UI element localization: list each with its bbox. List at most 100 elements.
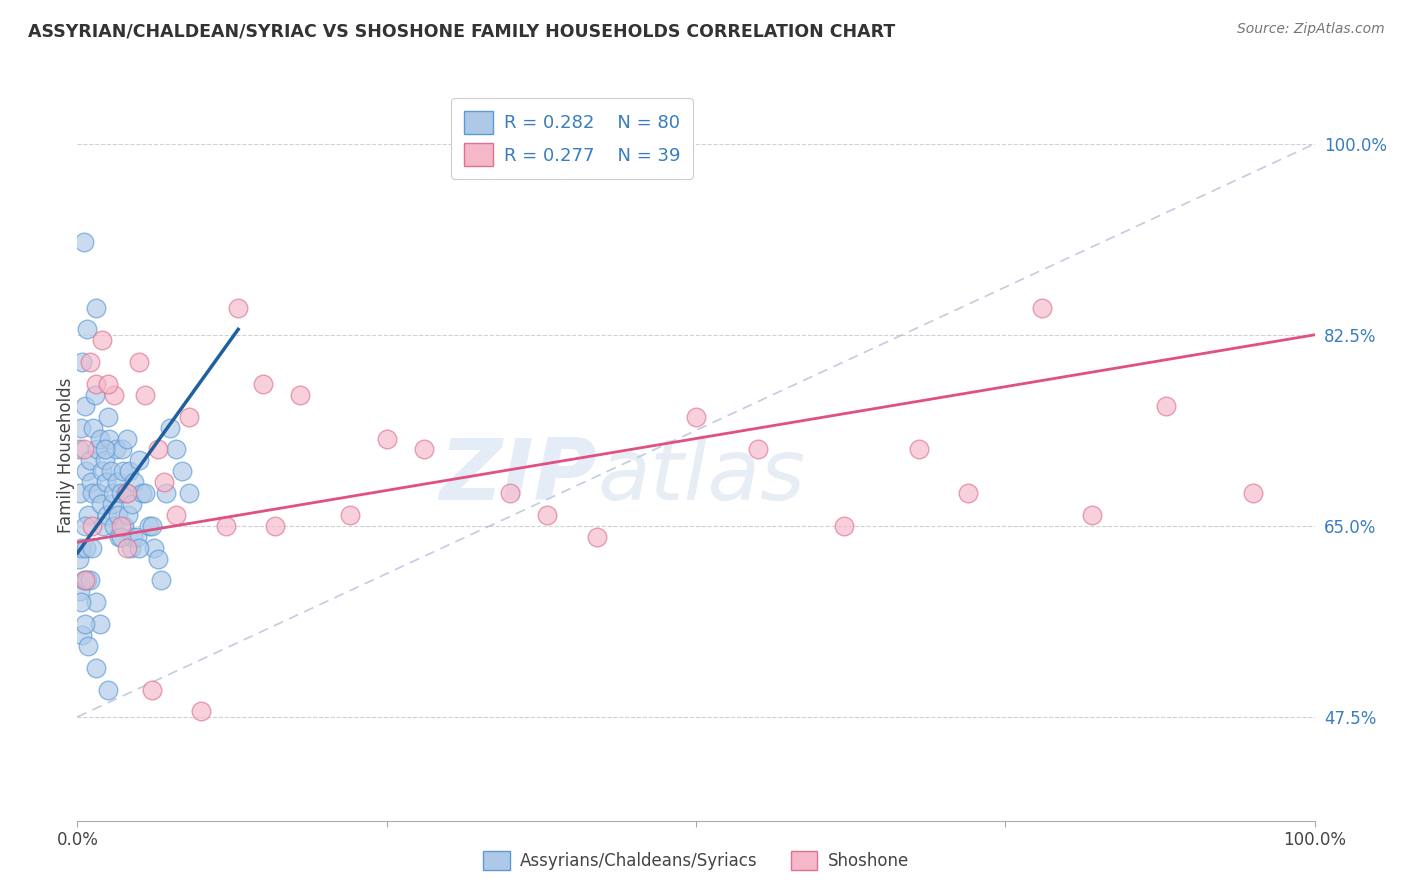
Point: [159, 420, 181, 434]
Point: [83, 388, 105, 402]
Point: [89, 432, 111, 446]
Legend: Assyrians/Chaldeans/Syriacs, Shoshone: Assyrians/Chaldeans/Syriacs, Shoshone: [475, 842, 917, 878]
Point: [215, 519, 238, 533]
Point: [1154, 399, 1177, 413]
Point: [101, 497, 124, 511]
Point: [747, 442, 769, 457]
Point: [150, 574, 173, 588]
Point: [226, 301, 249, 315]
Text: atlas: atlas: [598, 435, 806, 518]
Point: [118, 464, 141, 478]
Point: [93, 453, 115, 467]
Point: [72, 628, 94, 642]
Point: [84, 661, 107, 675]
Point: [375, 432, 398, 446]
Point: [97, 409, 120, 424]
Point: [80, 475, 103, 490]
Point: [165, 442, 187, 457]
Point: [87, 486, 110, 500]
Point: [134, 486, 156, 500]
Point: [70, 541, 93, 555]
Point: [76, 322, 98, 336]
Point: [84, 301, 107, 315]
Point: [122, 475, 145, 490]
Point: [67, 442, 90, 457]
Point: [100, 464, 122, 478]
Point: [141, 682, 163, 697]
Point: [107, 508, 129, 522]
Point: [155, 486, 177, 500]
Point: [91, 333, 114, 347]
Point: [108, 530, 131, 544]
Point: [73, 399, 96, 413]
Point: [96, 508, 118, 522]
Point: [69, 486, 91, 500]
Point: [115, 486, 138, 500]
Point: [131, 486, 153, 500]
Point: [91, 519, 114, 533]
Point: [138, 519, 160, 533]
Point: [115, 432, 138, 446]
Point: [907, 442, 929, 457]
Point: [84, 595, 107, 609]
Point: [153, 475, 176, 490]
Point: [499, 486, 522, 500]
Y-axis label: Family Households: Family Households: [58, 377, 75, 533]
Point: [105, 475, 128, 490]
Point: [957, 486, 980, 500]
Point: [82, 420, 104, 434]
Point: [146, 442, 169, 457]
Point: [128, 541, 150, 555]
Point: [103, 519, 125, 533]
Point: [72, 235, 94, 249]
Point: [93, 442, 115, 457]
Point: [172, 464, 194, 478]
Point: [412, 442, 434, 457]
Point: [146, 551, 169, 566]
Point: [141, 519, 163, 533]
Text: Source: ZipAtlas.com: Source: ZipAtlas.com: [1237, 22, 1385, 37]
Point: [86, 442, 108, 457]
Point: [288, 388, 311, 402]
Point: [89, 617, 111, 632]
Point: [112, 519, 135, 533]
Point: [67, 551, 90, 566]
Point: [110, 519, 132, 533]
Point: [536, 508, 558, 522]
Point: [128, 453, 150, 467]
Point: [97, 376, 120, 391]
Point: [110, 530, 132, 544]
Point: [75, 541, 97, 555]
Point: [73, 519, 96, 533]
Point: [84, 376, 107, 391]
Point: [91, 464, 114, 478]
Point: [143, 541, 166, 555]
Point: [134, 388, 156, 402]
Point: [111, 442, 134, 457]
Point: [252, 376, 274, 391]
Point: [73, 574, 96, 588]
Point: [98, 432, 121, 446]
Point: [115, 541, 138, 555]
Point: [72, 574, 94, 588]
Point: [82, 486, 104, 500]
Point: [190, 705, 212, 719]
Point: [94, 475, 117, 490]
Text: ZIP: ZIP: [439, 435, 598, 518]
Point: [586, 530, 609, 544]
Point: [72, 442, 94, 457]
Point: [75, 464, 97, 478]
Point: [103, 486, 125, 500]
Point: [79, 453, 101, 467]
Point: [114, 486, 136, 500]
Point: [121, 497, 143, 511]
Point: [120, 541, 142, 555]
Point: [82, 541, 104, 555]
Point: [90, 497, 112, 511]
Point: [76, 574, 98, 588]
Point: [264, 519, 287, 533]
Point: [77, 508, 100, 522]
Point: [110, 486, 132, 500]
Point: [122, 530, 145, 544]
Point: [177, 409, 200, 424]
